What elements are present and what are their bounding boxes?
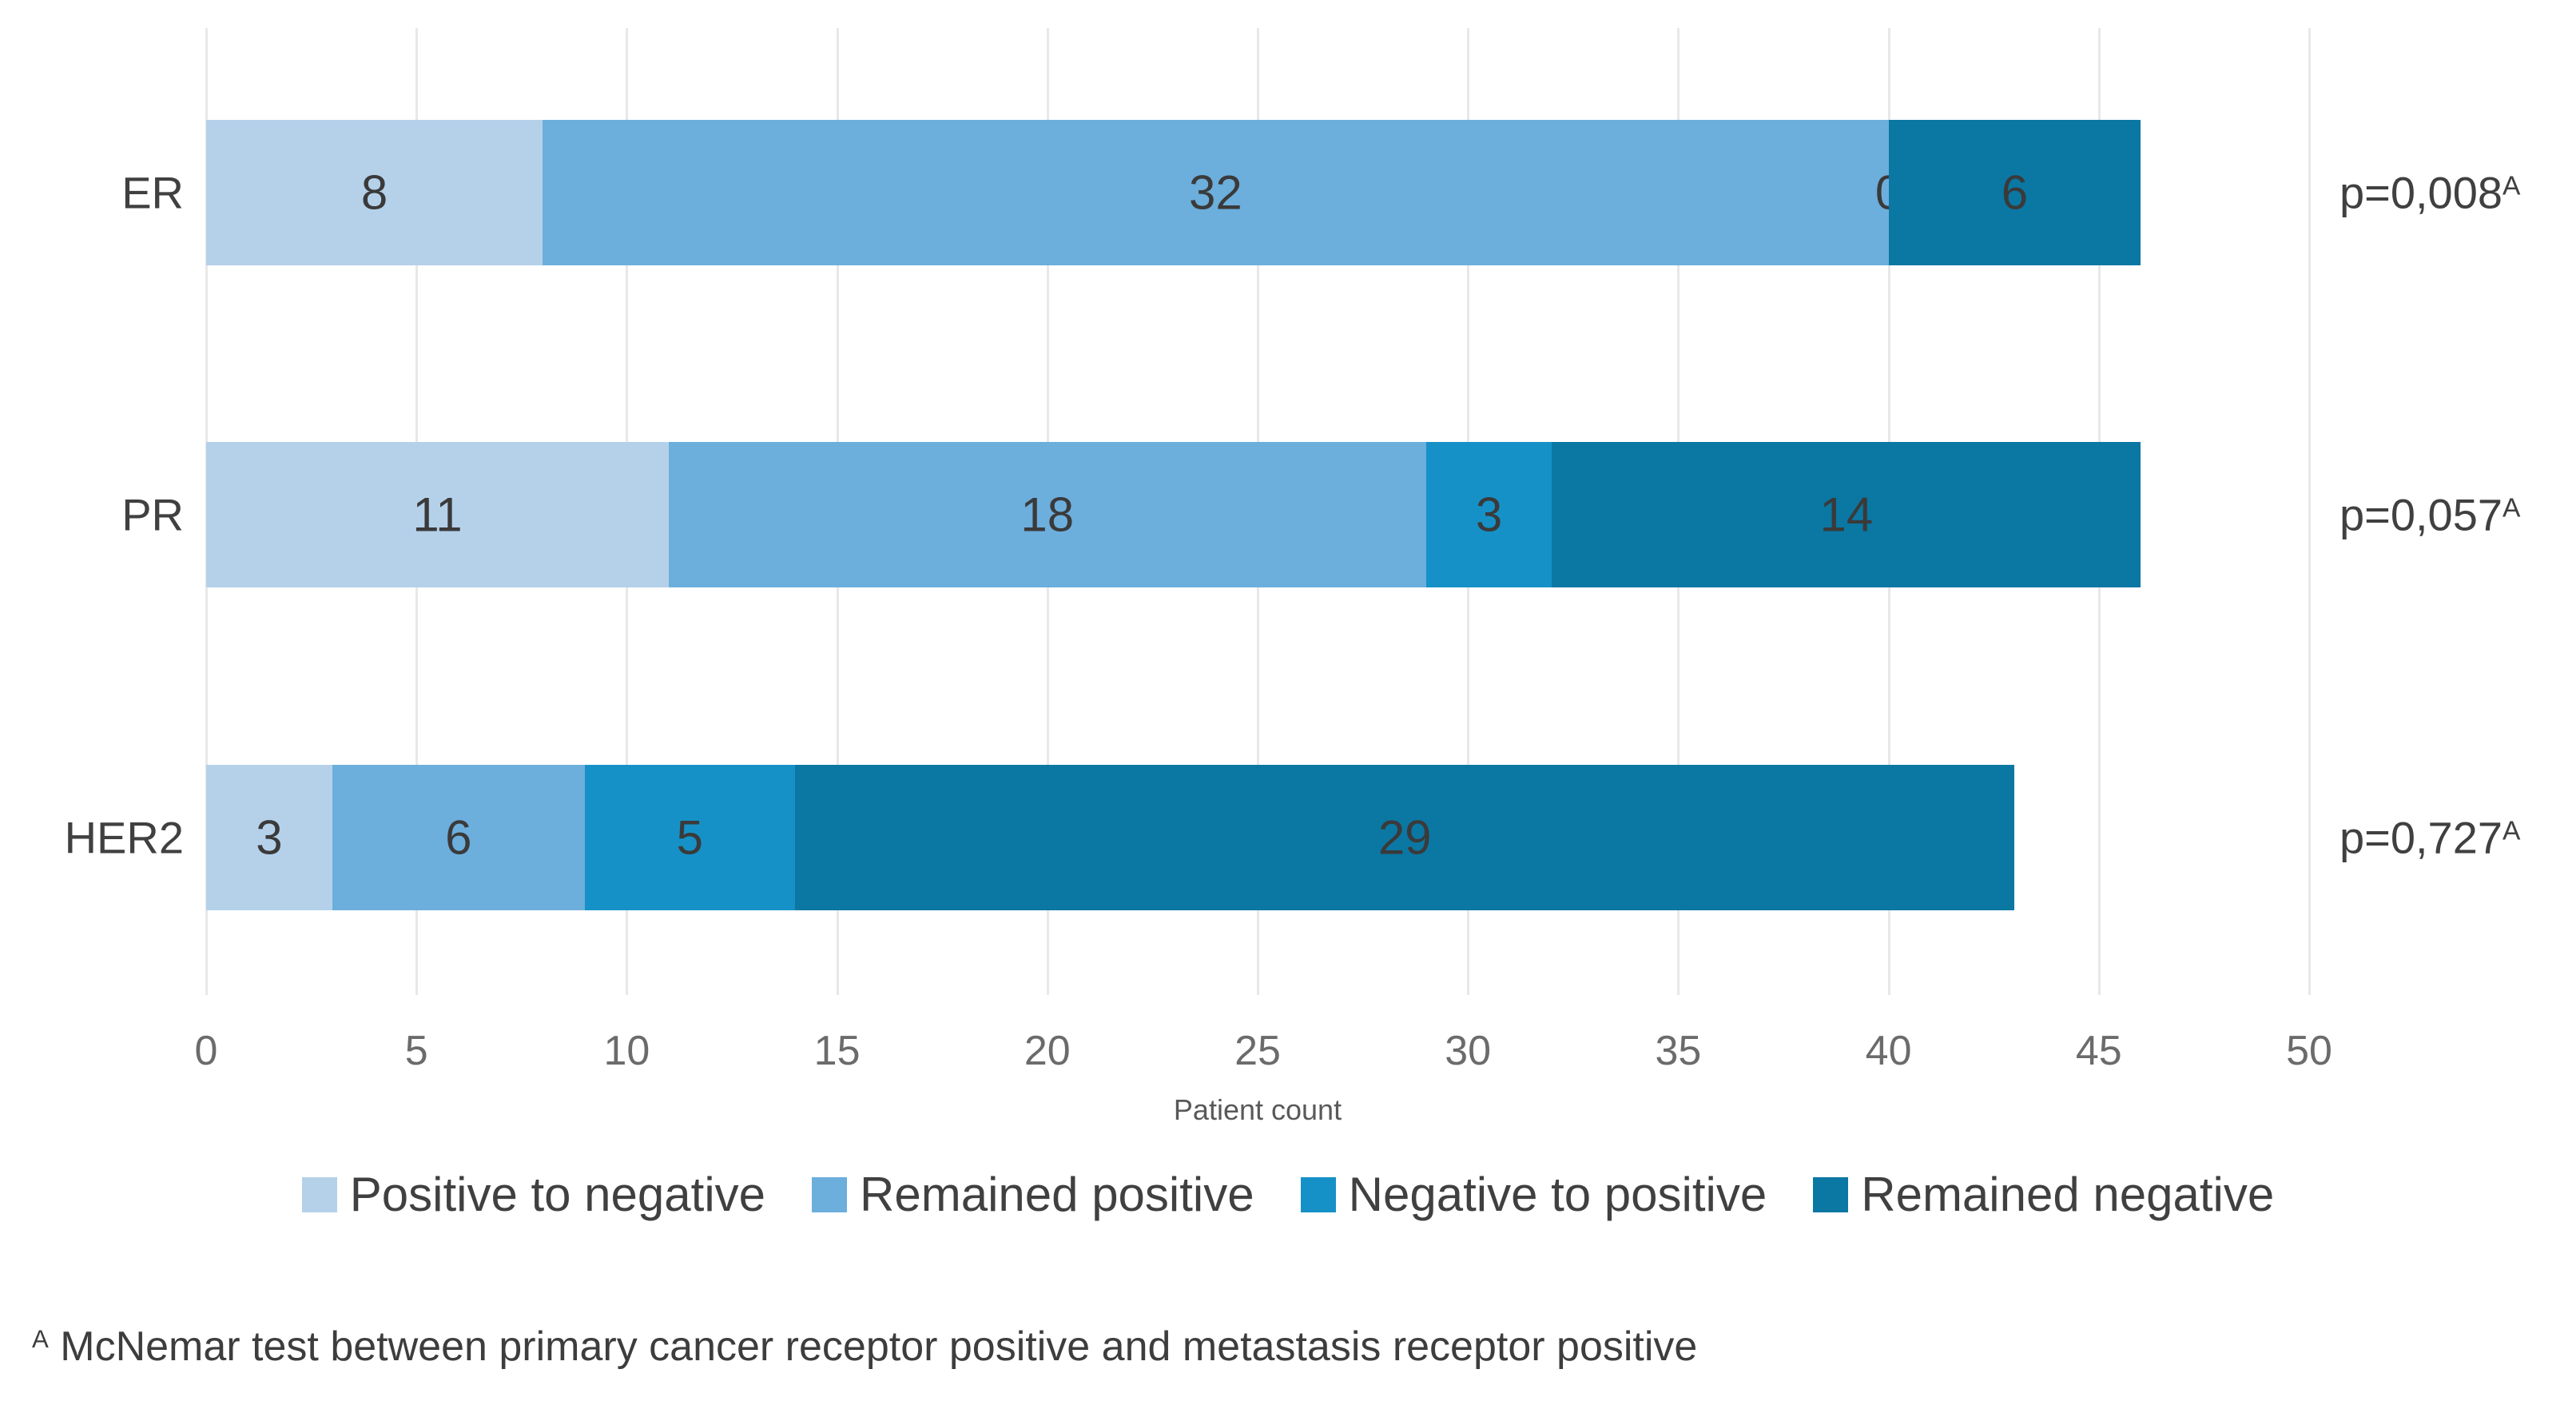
- legend-item-remained-positive: Remained positive: [812, 1167, 1254, 1222]
- segment-pr-positive-to-negative: 11: [206, 442, 670, 587]
- x-tick-label-20: 20: [1024, 1028, 1071, 1074]
- x-tick-label-15: 15: [813, 1028, 861, 1074]
- segment-value-label: 5: [676, 810, 704, 865]
- x-tick-label-35: 35: [1655, 1028, 1702, 1074]
- x-tick-label-40: 40: [1865, 1028, 1912, 1074]
- segment-er-positive-to-negative: 8: [206, 120, 543, 265]
- segment-pr-remained-negative: 14: [1552, 442, 2141, 587]
- legend-swatch-icon: [812, 1176, 848, 1212]
- segment-pr-remained-positive: 18: [669, 442, 1426, 587]
- x-tick-label-5: 5: [404, 1028, 428, 1074]
- legend-swatch-icon: [1813, 1176, 1849, 1212]
- segment-value-label: 18: [1020, 488, 1075, 542]
- segment-er-remained-positive: 32: [543, 120, 1889, 265]
- x-tick-label-50: 50: [2286, 1028, 2332, 1074]
- segment-her2-negative-to-positive: 5: [584, 765, 795, 910]
- legend-item-remained-negative: Remained negative: [1813, 1167, 2274, 1222]
- p-value-superscript: A: [2502, 171, 2521, 201]
- segment-her2-remained-positive: 6: [332, 765, 585, 910]
- segment-her2-remained-negative: 29: [794, 765, 2015, 910]
- bar-er: 83206: [206, 120, 2141, 265]
- legend-item-positive-to-negative: Positive to negative: [301, 1167, 766, 1222]
- segment-value-label: 3: [1475, 488, 1503, 542]
- category-label-er: ER: [121, 167, 184, 218]
- segment-value-label: 32: [1188, 165, 1242, 220]
- chart-legend: Positive to negative Remained positive Neg…: [0, 1167, 2576, 1222]
- footnote-superscript: A: [32, 1325, 49, 1354]
- p-value-text: p=0,008: [2339, 167, 2502, 218]
- x-tick-label-25: 25: [1234, 1028, 1281, 1074]
- x-tick-label-0: 0: [194, 1028, 218, 1074]
- x-tick-label-30: 30: [1445, 1028, 1492, 1074]
- segment-value-label: 3: [256, 810, 283, 865]
- segment-value-label: 6: [445, 810, 472, 865]
- legend-label: Remained positive: [860, 1168, 1254, 1221]
- legend-label: Positive to negative: [349, 1168, 766, 1221]
- legend-label: Negative to positive: [1348, 1168, 1767, 1221]
- p-value-superscript: A: [2502, 816, 2521, 846]
- x-tick-label-45: 45: [2075, 1028, 2122, 1074]
- footnote: A McNemar test between primary cancer re…: [32, 1323, 1697, 1371]
- legend-item-negative-to-positive: Negative to positive: [1300, 1167, 1767, 1222]
- p-value-text: p=0,727: [2339, 812, 2502, 863]
- footnote-text: McNemar test between primary cancer rece…: [60, 1323, 1698, 1370]
- x-tick-label-10: 10: [603, 1028, 650, 1074]
- segment-her2-positive-to-negative: 3: [206, 765, 332, 910]
- segment-er-remained-negative: 6: [1888, 120, 2141, 265]
- legend-swatch-icon: [301, 1176, 337, 1212]
- bar-her2: 3 6 5 29: [206, 765, 2015, 910]
- segment-value-label: 14: [1819, 488, 1874, 542]
- bar-pr: 11 18 3 14: [206, 442, 2141, 587]
- legend-swatch-icon: [1300, 1176, 1336, 1212]
- x-axis-title: Patient count: [1173, 1093, 1342, 1126]
- gridline-50: [2308, 28, 2311, 995]
- legend-label: Remained negative: [1861, 1168, 2275, 1221]
- segment-pr-negative-to-positive: 3: [1425, 442, 1552, 587]
- p-value-superscript: A: [2502, 493, 2521, 523]
- p-value-pr: p=0,057A: [2339, 489, 2520, 541]
- segment-value-label: 6: [2001, 165, 2029, 220]
- p-value-text: p=0,057: [2339, 489, 2502, 540]
- p-value-her2: p=0,727A: [2339, 812, 2520, 864]
- segment-value-label: 11: [412, 488, 463, 542]
- segment-value-label: 8: [360, 165, 388, 220]
- segment-value-label: 29: [1377, 810, 1432, 865]
- category-label-pr: PR: [121, 489, 184, 540]
- p-value-er: p=0,008A: [2339, 167, 2520, 219]
- category-label-her2: HER2: [64, 812, 184, 863]
